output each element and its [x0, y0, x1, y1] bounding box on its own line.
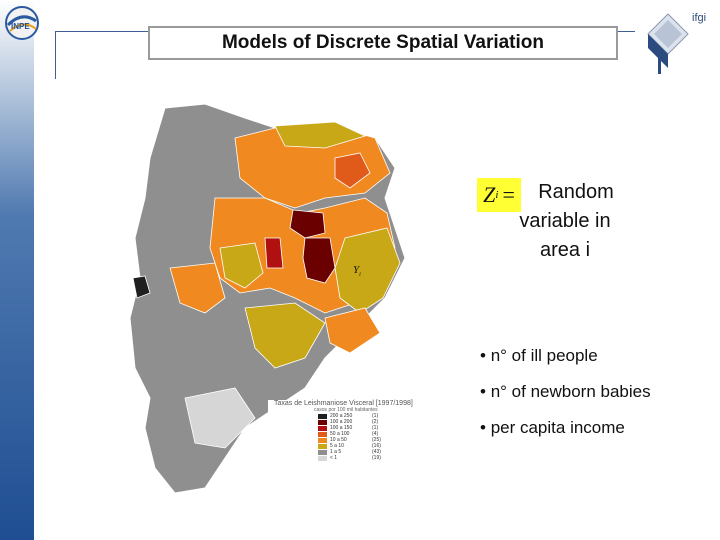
- map-legend: Taxas de Leishmaniose Visceral [1997/199…: [268, 400, 438, 492]
- legend-count: (25): [372, 437, 381, 443]
- map-region-gold-east: [334, 227, 401, 314]
- svg-text:Yi: Yi: [353, 264, 361, 278]
- legend-row: 5 a 10 (16): [318, 443, 438, 449]
- legend-range: 1 a 5: [330, 449, 342, 455]
- formula-equals: =: [502, 182, 515, 207]
- legend-row: 50 a 100 (4): [318, 431, 438, 437]
- map-label-y: Y: [353, 264, 361, 276]
- map-region-gold-central: [219, 242, 264, 289]
- map-region-light-south: [184, 387, 256, 449]
- inpe-logo-text: INPE: [11, 22, 30, 31]
- header-vertical-rule: [55, 31, 56, 79]
- legend-count: (43): [372, 449, 381, 455]
- bullet-item: per capita income: [480, 418, 651, 438]
- legend-count: (16): [372, 443, 381, 449]
- legend-swatch: [318, 419, 327, 425]
- legend-count: (4): [372, 431, 379, 437]
- legend-range: 10 a 50: [330, 437, 347, 443]
- legend-range: 100 a 150: [330, 425, 353, 431]
- legend-swatch: [318, 443, 327, 449]
- legend-count: (1): [372, 413, 379, 419]
- ifgi-logo-text: ifgi: [692, 12, 707, 24]
- legend-range: 5 a 10: [330, 443, 344, 449]
- page-title: Models of Discrete Spatial Variation: [221, 32, 545, 53]
- legend-subtitle: casos por 100 mil habitantes: [314, 407, 378, 413]
- bullet-item: n° of newborn babies: [480, 382, 651, 402]
- map-region-maroon-1: [289, 209, 326, 239]
- map-region-maroon-2: [302, 237, 336, 284]
- legend-swatch: [318, 413, 327, 419]
- formula-variable: Z: [483, 182, 496, 207]
- choropleth-map: Yi: [129, 103, 406, 494]
- legend-swatch: [318, 455, 327, 461]
- legend-range: 200 a 250: [330, 413, 353, 419]
- map-region-dark-west: [132, 275, 151, 299]
- legend-range: 100 a 200: [330, 419, 353, 425]
- ifgi-logo: [647, 13, 689, 74]
- legend-count: (1): [372, 425, 379, 431]
- legend-row: 200 a 250 (1): [318, 413, 438, 419]
- legend-range: 50 a 100: [330, 431, 350, 437]
- map-region-red-1: [264, 237, 284, 269]
- map-region-red-northeast: [334, 152, 371, 189]
- inpe-logo: INPE: [5, 6, 39, 40]
- legend-row: 100 a 150 (1): [318, 425, 438, 431]
- bullet-item: n° of ill people: [480, 346, 651, 366]
- variable-description: Random variable in area i: [505, 178, 625, 265]
- legend-rows: 200 a 250 (1) 100 a 200 (2) 100 a 150 (1) 5…: [268, 413, 438, 461]
- legend-swatch: [318, 425, 327, 431]
- legend-count: (2): [372, 419, 379, 425]
- formula-subscript: i: [495, 189, 499, 201]
- legend-row: 10 a 50 (25): [318, 437, 438, 443]
- legend-swatch: [318, 437, 327, 443]
- legend-range: < 1: [330, 455, 338, 461]
- legend-title: Taxas de Leishmaniose Visceral [1997/199…: [274, 400, 413, 407]
- map-region-orange-west: [169, 262, 226, 314]
- map-region-gold-south: [244, 302, 326, 369]
- map-region-gold-north: [274, 121, 367, 149]
- map-region-orange-southeast: [324, 307, 381, 354]
- variable-description-text: Random variable in area i: [519, 181, 614, 261]
- legend-swatch: [318, 431, 327, 437]
- legend-row: < 1 (19): [318, 455, 438, 461]
- title-box: Models of Discrete Spatial Variation: [148, 26, 618, 60]
- legend-row: 100 a 200 (2): [318, 419, 438, 425]
- bullet-list: n° of ill people n° of newborn babies pe…: [480, 346, 651, 454]
- legend-row: 1 a 5 (43): [318, 449, 438, 455]
- legend-swatch: [318, 449, 327, 455]
- legend-count: (19): [372, 455, 381, 461]
- map-label-y-subscript: i: [359, 272, 361, 278]
- left-accent-bar: [0, 0, 34, 540]
